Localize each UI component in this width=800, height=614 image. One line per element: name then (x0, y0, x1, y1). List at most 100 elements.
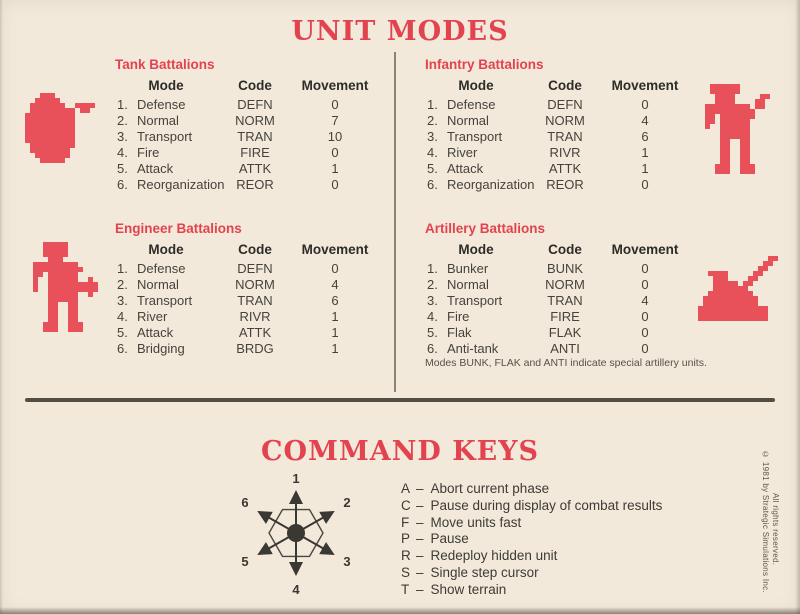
mode-cell: Reorganization (137, 177, 225, 192)
artillery-note: Modes BUNK, FLAK and ANTI indicate speci… (425, 357, 707, 369)
row-number: 5. (427, 325, 438, 340)
code-cell: NORM (545, 277, 585, 292)
table-title: Artillery Battalions (425, 221, 546, 236)
table-rows: 1. Bunker BUNK 0 2. Normal NORM 0 3. Transport TRA… (423, 261, 699, 357)
row-number: 6. (427, 177, 438, 192)
mode-cell: Transport (137, 293, 193, 308)
mode-column-header: Mode (458, 242, 494, 257)
table-title: Infantry Battalions (425, 57, 544, 72)
row-number: 4. (117, 309, 128, 324)
table-row: 2. Normal NORM 0 (423, 277, 699, 293)
key-separator: – (416, 564, 424, 580)
key-description: Pause during display of combat results (430, 497, 663, 513)
key-letter: P (401, 531, 411, 547)
mode-cell: Attack (447, 161, 484, 176)
table-row: 5. Flak FLAK 0 (423, 325, 699, 341)
code-cell: RIVR (239, 309, 271, 324)
copyright-line-1: © 1981 by Strategic Simulations Inc. (761, 450, 770, 593)
section-divider (25, 398, 775, 402)
code-column-header: Code (548, 242, 582, 257)
movement-cell: 4 (641, 293, 649, 308)
card-edge-left (0, 0, 3, 614)
mode-cell: Bridging (137, 341, 185, 356)
table-row: 2. Normal NORM 4 (423, 113, 699, 129)
key-description: Abort current phase (430, 481, 550, 496)
mode-cell: Normal (137, 277, 179, 292)
mode-cell: Reorganization (447, 177, 535, 192)
movement-cell: 0 (331, 177, 339, 192)
row-number: 2. (117, 277, 128, 292)
table-row: 4. River RIVR 1 (113, 309, 389, 325)
table-row: 3. Transport TRAN 6 (423, 129, 699, 145)
table-row: 1. Defense DEFN 0 (113, 261, 389, 277)
key-letter: S (401, 564, 411, 580)
table-row: 4. Fire FIRE 0 (113, 145, 389, 161)
table-row: 4. Fire FIRE 0 (423, 309, 699, 325)
movement-cell: 0 (641, 97, 649, 112)
key-separator: – (416, 581, 424, 597)
command-key-list: A – Abort current phase C – Pause during disp… (401, 481, 662, 599)
table-row: 4. River RIVR 1 (423, 145, 699, 161)
artillery-battalions-table: Artillery Battalions Mode Code Movement … (423, 221, 699, 357)
code-cell: ANTI (550, 341, 580, 356)
code-cell: FIRE (550, 309, 580, 324)
code-column-header: Code (238, 242, 272, 257)
movement-cell: 1 (641, 145, 649, 160)
mode-cell: Defense (137, 97, 186, 112)
row-number: 6. (427, 341, 438, 356)
code-cell: TRAN (237, 293, 273, 308)
movement-cell: 0 (641, 309, 649, 324)
command-keys-title: COMMAND KEYS (260, 436, 540, 467)
key-letter: F (401, 514, 410, 530)
code-cell: NORM (235, 277, 275, 292)
movement-column-header: Movement (611, 242, 679, 257)
code-cell: BUNK (546, 261, 584, 276)
row-number: 5. (117, 325, 128, 340)
key-letter: A (401, 481, 411, 496)
command-key-item: S – Single step cursor (401, 565, 662, 582)
movement-cell: 0 (641, 177, 649, 192)
row-number: 4. (427, 145, 438, 160)
movement-cell: 6 (641, 129, 649, 144)
mode-cell: Fire (447, 309, 470, 324)
key-separator: – (416, 481, 424, 496)
table-rows: 1. Defense DEFN 0 2. Normal NORM 7 3. Transport TR… (113, 97, 389, 193)
code-cell: ATTK (238, 325, 272, 340)
movement-cell: 0 (641, 325, 649, 340)
row-number: 5. (427, 161, 438, 176)
command-key-item: P – Pause (401, 531, 662, 548)
key-separator: – (416, 531, 424, 547)
code-cell: NORM (545, 113, 585, 128)
table-row: 6. Bridging BRDG 1 (113, 341, 389, 357)
mode-cell: Fire (137, 145, 160, 160)
row-number: 3. (427, 293, 438, 308)
command-key-item: A – Abort current phase (401, 481, 662, 498)
code-column-header: Code (238, 78, 272, 93)
movement-cell: 1 (641, 161, 649, 176)
key-letter: R (401, 548, 411, 564)
movement-column-header: Movement (301, 78, 369, 93)
row-number: 3. (117, 129, 128, 144)
table-rows: 1. Defense DEFN 0 2. Normal NORM 4 3. Transport TR… (113, 261, 389, 357)
key-description: Pause (430, 531, 469, 547)
movement-cell: 0 (641, 261, 649, 276)
mode-cell: Transport (447, 293, 503, 308)
table-header-row: Mode Code Movement (423, 242, 699, 261)
code-cell: DEFN (237, 261, 273, 276)
card-edge-right (795, 0, 800, 614)
hex-direction-diagram: 1 2 3 4 5 6 (241, 471, 350, 597)
card-edge-bottom (0, 607, 800, 614)
movement-cell: 0 (331, 145, 339, 160)
code-cell: REOR (236, 177, 274, 192)
direction-label-2: 2 (343, 495, 350, 510)
table-row: 2. Normal NORM 4 (113, 277, 389, 293)
vertical-divider (394, 52, 396, 392)
mode-cell: Attack (137, 325, 174, 340)
code-cell: BRDG (236, 341, 274, 356)
table-row: 3. Transport TRAN 10 (113, 129, 389, 145)
row-number: 5. (117, 161, 128, 176)
infantry-battalions-table: Infantry Battalions Mode Code Movement 1… (423, 57, 699, 193)
table-rows: 1. Defense DEFN 0 2. Normal NORM 4 3. Transport TR… (423, 97, 699, 193)
table-row: 5. Attack ATTK 1 (423, 161, 699, 177)
movement-cell: 1 (331, 341, 339, 356)
